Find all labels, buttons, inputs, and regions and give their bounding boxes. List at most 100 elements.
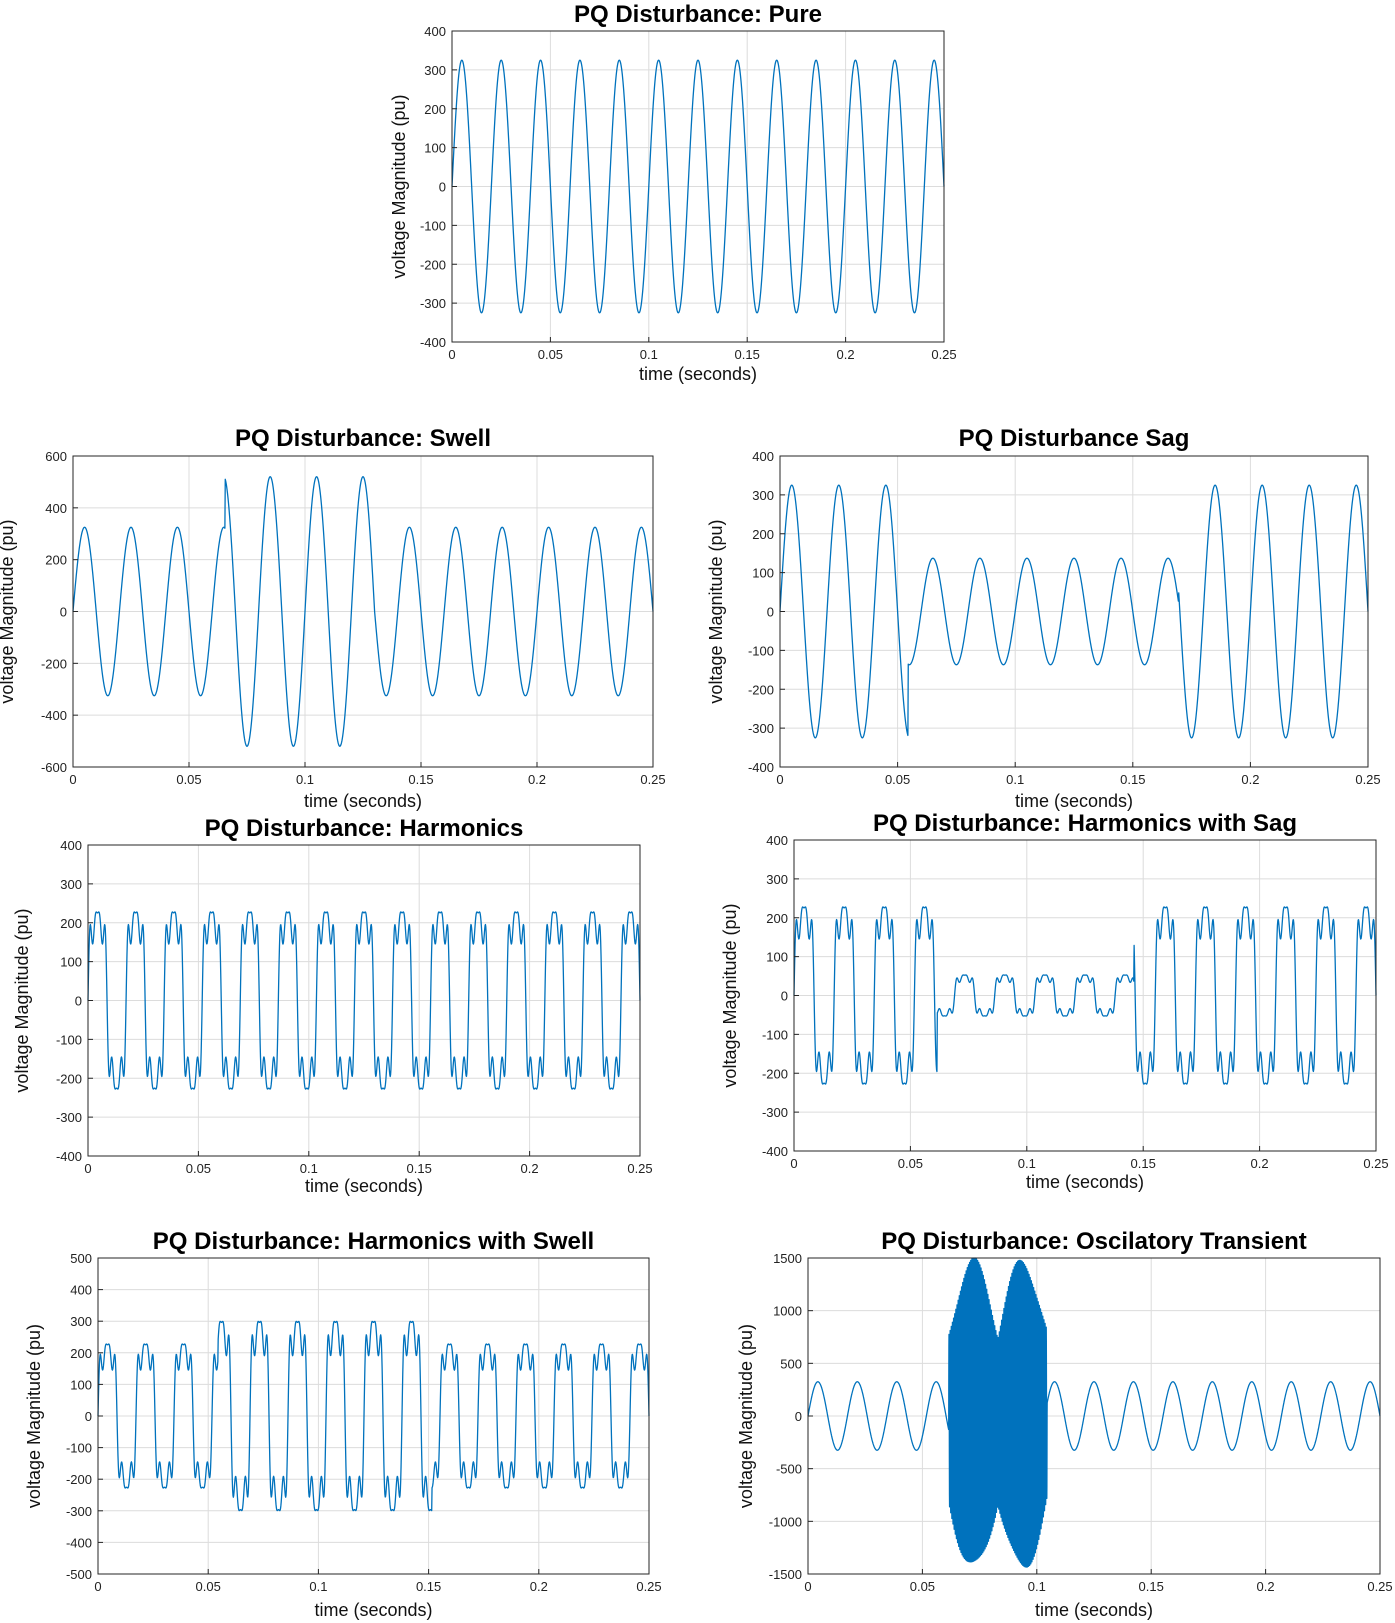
y-tick-label: -300 [762,1105,788,1120]
x-tick-label: 0.1 [1006,772,1024,787]
x-tick-label: 0.15 [416,1579,441,1594]
y-tick-label: 400 [424,24,446,39]
chart-title: PQ Disturbance: Harmonics with Sag [873,810,1297,837]
x-tick-label: 0.1 [309,1579,327,1594]
y-tick-label: 400 [752,449,774,464]
y-tick-label: 400 [766,833,788,848]
x-tick-label: 0 [790,1156,797,1171]
y-tick-label: -1000 [769,1514,802,1529]
y-tick-label: -400 [748,760,774,775]
x-tick-label: 0.25 [1363,1156,1388,1171]
y-tick-label: 200 [45,553,67,568]
y-tick-label: 500 [780,1356,802,1371]
y-tick-label: -200 [748,682,774,697]
x-tick-label: 0.2 [530,1579,548,1594]
y-tick-label: -400 [66,1535,92,1550]
y-tick-label: 100 [70,1377,92,1392]
series-line [451,59,945,314]
chart-3: 0 0.05 0.1 0.15 0.2 0.25 -400 -300 -200 -100 0 100 2… [706,425,1381,811]
y-tick-label: 300 [766,872,788,887]
chart-7: 0 0.05 0.1 0.15 0.2 0.25 -1500 -1000 -500 0 500 100… [736,1228,1393,1620]
y-tick-label: 600 [45,449,67,464]
x-tick-label: 0.1 [640,347,658,362]
x-tick-label: 0.05 [898,1156,923,1171]
x-tick-label: 0 [448,347,455,362]
x-axis-label: time (seconds) [1015,791,1133,811]
chart-6: 0 0.05 0.1 0.15 0.2 0.25 -500 -400 -300 -200 -100 0… [24,1228,662,1620]
y-tick-label: -200 [420,257,446,272]
x-tick-label: 0.05 [910,1579,935,1594]
y-tick-label: -600 [41,760,67,775]
series-line [72,476,654,747]
series-line [793,906,1377,1085]
x-tick-label: 0.15 [1131,1156,1156,1171]
chart-2: 0 0.05 0.1 0.15 0.2 0.25 -600 -400 -200 0 200 400 60… [0,425,666,811]
x-tick-label: 0.15 [1120,772,1145,787]
y-tick-label: 100 [424,141,446,156]
y-tick-label: -400 [56,1149,82,1164]
x-tick-label: 0.15 [407,1161,432,1176]
x-tick-label: 0.2 [1257,1579,1275,1594]
x-tick-label: 0.1 [300,1161,318,1176]
x-tick-label: 0.2 [1251,1156,1269,1171]
y-tick-label: 400 [60,838,82,853]
y-tick-label: 400 [70,1283,92,1298]
y-tick-label: -500 [776,1462,802,1477]
y-tick-label: -300 [66,1504,92,1519]
y-axis-label: voltage Magnitude (pu) [0,519,17,703]
chart-title: PQ Disturbance: Pure [574,1,822,28]
x-tick-label: 0.15 [1139,1579,1164,1594]
chart-1: 0 0.05 0.1 0.15 0.2 0.25 -400 -300 -200 -100 0 100 2… [389,1,957,384]
y-tick-label: 200 [60,916,82,931]
y-tick-label: -100 [748,643,774,658]
y-tick-label: 300 [70,1314,92,1329]
y-tick-label: 0 [767,605,774,620]
x-tick-label: 0.05 [196,1579,221,1594]
x-tick-label: 0 [84,1161,91,1176]
chart-title: PQ Disturbance: Harmonics with Swell [153,1228,594,1255]
x-tick-label: 0.05 [538,347,563,362]
y-tick-label: 200 [766,911,788,926]
y-tick-label: -400 [762,1144,788,1159]
y-tick-label: 100 [60,955,82,970]
chart-title: PQ Disturbance Sag [959,425,1190,452]
x-tick-label: 0.15 [408,772,433,787]
y-axis-label: voltage Magnitude (pu) [736,1324,756,1508]
y-axis-label: voltage Magnitude (pu) [12,908,32,1092]
y-axis-label: voltage Magnitude (pu) [720,903,740,1087]
y-tick-label: -400 [420,335,446,350]
x-tick-label: 0.25 [1367,1579,1392,1594]
y-axis-label: voltage Magnitude (pu) [389,94,409,278]
x-tick-label: 0 [804,1579,811,1594]
y-tick-label: -500 [66,1567,92,1582]
y-tick-label: 300 [424,63,446,78]
x-tick-label: 0.1 [1028,1579,1046,1594]
x-axis-label: time (seconds) [305,1176,423,1196]
y-tick-label: -300 [420,296,446,311]
y-tick-label: -1500 [769,1567,802,1582]
y-tick-label: 0 [60,605,67,620]
x-tick-label: 0.15 [735,347,760,362]
x-tick-label: 0.25 [1355,772,1380,787]
x-tick-label: 0.2 [837,347,855,362]
y-tick-label: -100 [66,1441,92,1456]
x-axis-label: time (seconds) [304,791,422,811]
x-tick-label: 0.2 [1241,772,1259,787]
x-tick-label: 0.05 [186,1161,211,1176]
y-tick-label: -100 [762,1027,788,1042]
y-tick-label: -100 [56,1032,82,1047]
y-tick-label: 0 [781,989,788,1004]
x-tick-label: 0 [776,772,783,787]
x-tick-label: 0.05 [176,772,201,787]
y-tick-label: 0 [75,994,82,1009]
x-tick-label: 0.05 [885,772,910,787]
y-tick-label: 300 [60,877,82,892]
chart-5: 0 0.05 0.1 0.15 0.2 0.25 -400 -300 -200 -100 0 100 2… [720,810,1389,1192]
y-tick-label: 400 [45,501,67,516]
y-tick-label: 0 [795,1409,802,1424]
chart-4: 0 0.05 0.1 0.15 0.2 0.25 -400 -300 -200 -100 0 100 2… [12,815,653,1196]
series-line [807,1257,1381,1568]
y-tick-label: 1000 [773,1304,802,1319]
x-axis-label: time (seconds) [1026,1172,1144,1192]
series-line [87,911,641,1090]
